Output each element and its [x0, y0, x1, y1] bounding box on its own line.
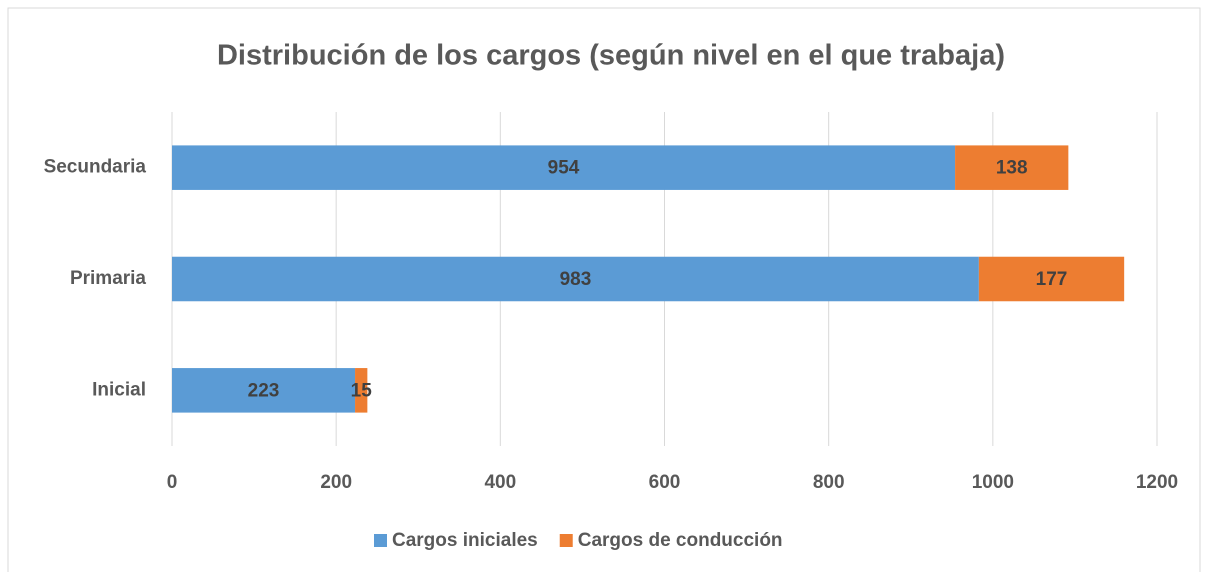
- data-label: 954: [548, 158, 580, 179]
- legend-label: Cargos iniciales: [392, 530, 538, 551]
- x-tick-label: 200: [320, 472, 352, 493]
- legend-label: Cargos de conducción: [578, 530, 783, 551]
- x-tick-label: 600: [649, 472, 681, 493]
- y-tick-label: Inicial: [92, 379, 146, 400]
- y-tick-label: Secundaria: [44, 157, 147, 178]
- bar: [955, 145, 1069, 190]
- chart-title: Distribución de los cargos (según nivel …: [217, 40, 1005, 72]
- bar: [355, 368, 368, 413]
- y-tick-label: Primaria: [70, 268, 146, 289]
- bar: [172, 368, 356, 413]
- x-tick-label: 1200: [1136, 472, 1178, 493]
- bar: [172, 145, 956, 190]
- legend-swatch: [374, 534, 387, 547]
- x-tick-label: 800: [813, 472, 845, 493]
- data-label: 177: [1036, 269, 1068, 290]
- bar: [978, 256, 1125, 302]
- x-tick-label: 400: [484, 472, 516, 493]
- x-tick-label: 0: [167, 472, 178, 493]
- bar: [172, 256, 979, 302]
- data-label: 138: [996, 158, 1028, 179]
- x-tick-label: 1000: [972, 472, 1014, 493]
- legend-swatch: [559, 534, 573, 547]
- data-label: 223: [248, 380, 280, 401]
- data-label: 983: [560, 269, 592, 290]
- data-label: 15: [351, 380, 373, 401]
